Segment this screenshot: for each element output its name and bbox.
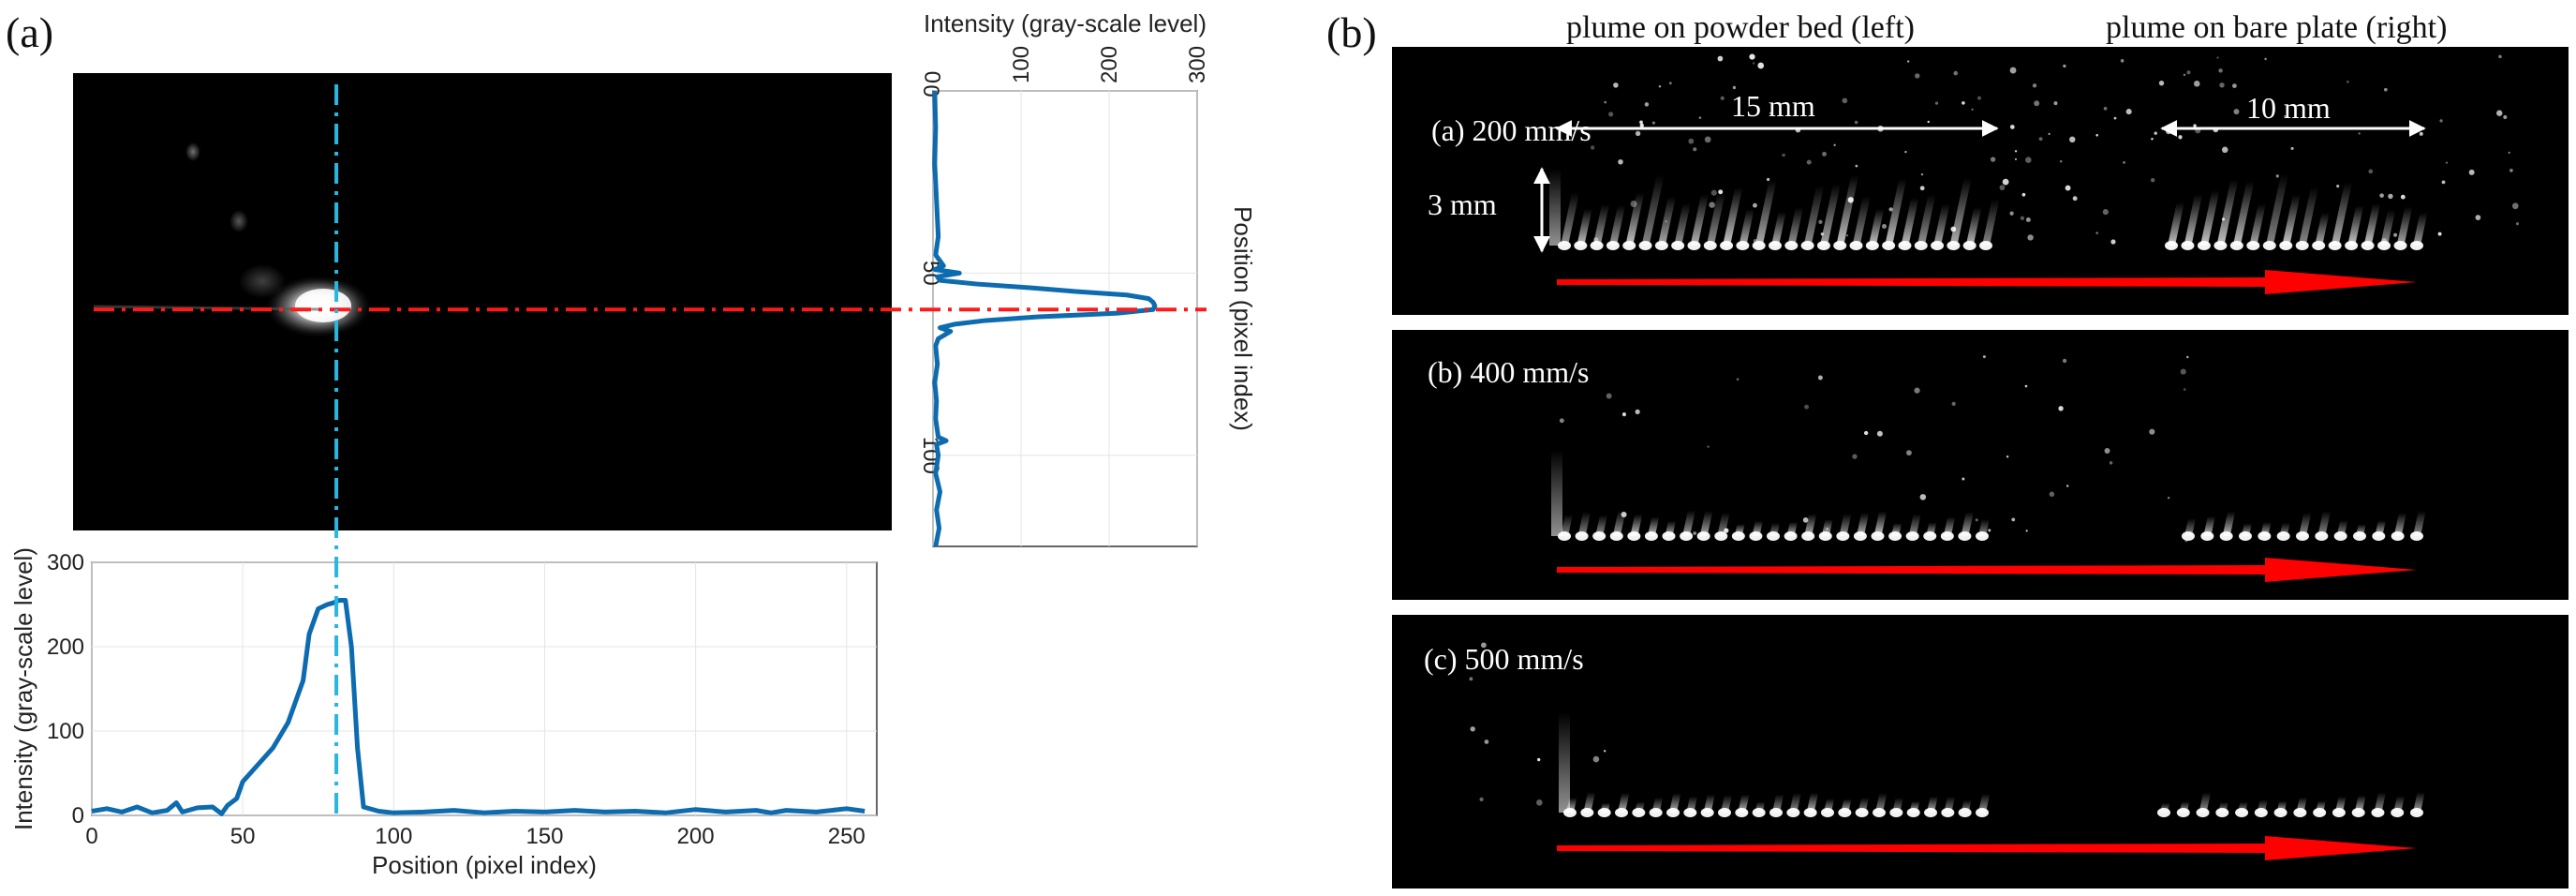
- header-left: plume on powder bed (left): [1566, 10, 1915, 45]
- row-label-400: (b) 400 mm/s: [1428, 355, 1589, 389]
- y-tick-label: 200: [47, 635, 84, 660]
- dim-label-10mm: 10 mm: [2246, 91, 2331, 125]
- v-xlabel: Intensity (gray-scale level): [924, 9, 1207, 37]
- x-tick-label: 250: [828, 824, 866, 849]
- plume-row: [1551, 450, 2426, 541]
- intensity-tick-label: 300: [1185, 46, 1210, 83]
- plume-row: [1549, 169, 2428, 250]
- row-400-image: (b) 400 mm/s: [1392, 330, 2569, 600]
- h-xlabel: Position (pixel index): [372, 851, 597, 879]
- melt-pool-image: [73, 73, 892, 530]
- x-tick-label: 150: [526, 824, 563, 849]
- spatter-particles: [1469, 642, 1606, 806]
- x-tick-label: 50: [230, 824, 256, 849]
- header-right: plume on bare plate (right): [2106, 10, 2447, 45]
- horizontal-ticks: 0 50 100 150 200 250 0 100 200 300: [47, 550, 866, 849]
- h-ylabel: Intensity (gray-scale level): [9, 547, 37, 830]
- row-200-image: (a) 200 mm/s 15 mm 10 mm 3 mm: [1392, 47, 2569, 315]
- y-tick-label: 0: [72, 803, 84, 829]
- intensity-tick-label: 200: [1097, 46, 1122, 83]
- v-ylabel: Position (pixel index): [1229, 206, 1257, 431]
- scan-direction-arrow: [1557, 836, 2417, 860]
- row-label-500: (c) 500 mm/s: [1424, 642, 1584, 676]
- x-tick-label: 0: [85, 824, 97, 849]
- position-tick-label: 0: [918, 84, 943, 97]
- y-tick-label: 100: [47, 719, 84, 744]
- panel-b-label: (b): [1326, 8, 1377, 56]
- scan-direction-arrow: [1557, 270, 2417, 294]
- y-tick-label: 300: [47, 550, 84, 575]
- panel-a-label: (a): [6, 8, 53, 56]
- dim-label-15mm: 15 mm: [1731, 89, 1815, 123]
- x-tick-label: 100: [375, 824, 412, 849]
- row-500-image: (c) 500 mm/s: [1392, 615, 2569, 889]
- spatter-particles: [1559, 355, 2189, 543]
- vertical-profile-line: [932, 90, 1158, 547]
- horizontal-profile-line: [91, 598, 866, 816]
- horizontal-profile-chart: 0 50 100 150 200 250 0 100 200 300 Position (pixe…: [9, 547, 878, 879]
- intensity-tick-label: 100: [1009, 46, 1034, 83]
- dim-label-3mm: 3 mm: [1428, 187, 1497, 221]
- scan-direction-arrow: [1557, 558, 2417, 582]
- row-label-200: (a) 200 mm/s: [1431, 113, 1591, 147]
- intensity-tick-label: 0: [921, 71, 946, 83]
- x-tick-label: 200: [677, 824, 715, 849]
- plume-row: [1559, 712, 2425, 817]
